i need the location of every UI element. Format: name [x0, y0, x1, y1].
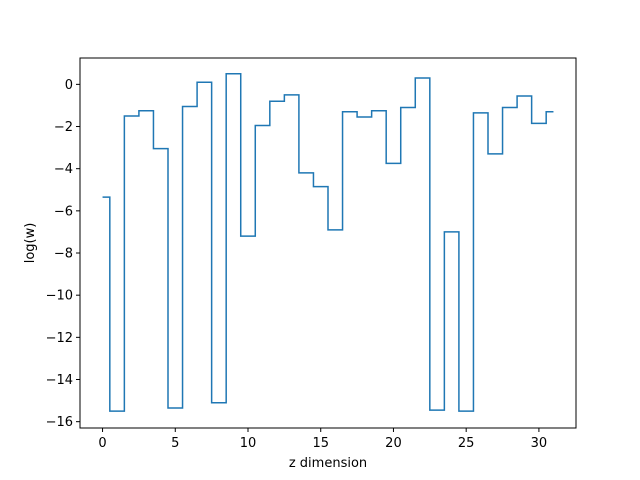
x-tick-label: 0	[98, 436, 106, 451]
y-tick-label: −14	[46, 373, 73, 388]
y-tick-label: −2	[54, 120, 73, 135]
y-tick-label: −6	[54, 204, 73, 219]
y-tick-label: −16	[46, 415, 73, 430]
x-tick-label: 25	[458, 436, 475, 451]
x-tick-label: 5	[171, 436, 179, 451]
x-tick-label: 20	[385, 436, 402, 451]
y-tick-label: −12	[46, 331, 73, 346]
plot-layer	[102, 73, 554, 412]
y-tick-label: −4	[54, 162, 73, 177]
x-tick-label: 10	[240, 436, 257, 451]
y-axis: −16 −14 −12 −10 −8 −6 −4 −2 0	[46, 78, 80, 430]
x-axis: 0 5 10 15 20 25 30	[98, 428, 547, 451]
y-axis-label: log(w)	[23, 223, 38, 264]
y-tick-label: 0	[65, 78, 73, 93]
x-axis-label: z dimension	[289, 456, 367, 471]
series-line-0	[102, 73, 554, 412]
y-tick-label: −10	[46, 289, 73, 304]
plot-frame	[79, 57, 577, 429]
x-tick-label: 30	[531, 436, 548, 451]
x-tick-label: 15	[312, 436, 329, 451]
y-tick-label: −8	[54, 247, 73, 262]
